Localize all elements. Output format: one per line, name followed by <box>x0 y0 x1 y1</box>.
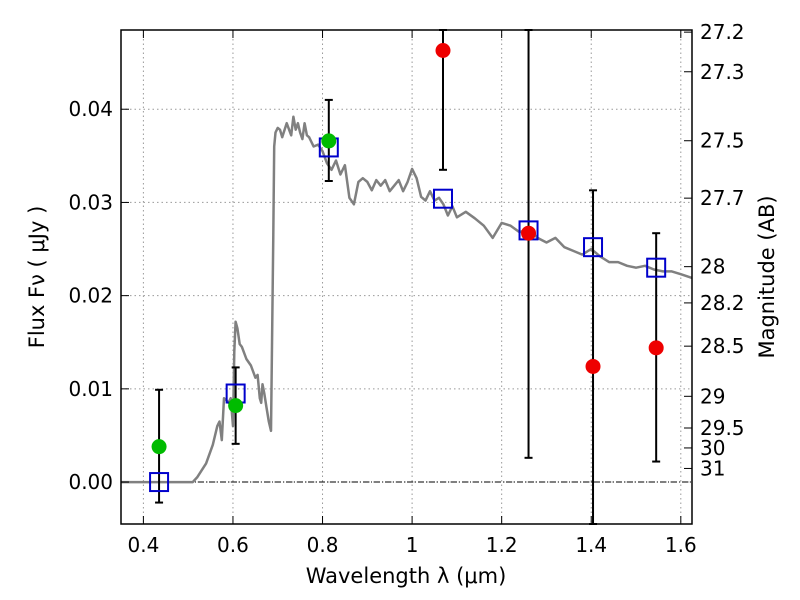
y-tick-label-1: 0.01 <box>68 377 113 401</box>
x-tick-label-1: 0.6 <box>217 533 249 557</box>
x-tick-label-2: 0.8 <box>307 533 339 557</box>
x-tick-label-6: 1.6 <box>665 533 697 557</box>
x-tick-label-5: 1.4 <box>575 533 607 557</box>
right-tick-label-3: 27.7 <box>700 186 745 210</box>
x-tick-label-0: 0.4 <box>127 533 159 557</box>
observed_green-point-0 <box>151 439 167 455</box>
model-spectrum-layer <box>121 115 693 484</box>
x-axis-ticks: 0.4 0.6 0.8 1 1.2 1.4 1.6 <box>127 30 697 557</box>
observed_green-point-1 <box>228 398 244 414</box>
right-tick-label-8: 29.5 <box>700 416 745 440</box>
right-tick-label-0: 27.2 <box>700 20 745 44</box>
right-tick-label-9: 30 <box>700 436 725 460</box>
errorbar-layer <box>155 29 661 525</box>
right-tick-label-1: 27.3 <box>700 60 745 84</box>
model-spectrum-line <box>121 115 693 484</box>
x-tick-label-3: 1 <box>406 533 419 557</box>
model-photometry-square-0 <box>149 472 170 493</box>
observed_red-point-3 <box>648 340 664 356</box>
y-axis-ticks: 0.00 0.01 0.02 0.03 0.04 <box>68 97 129 494</box>
grid-lines <box>121 30 692 524</box>
right-tick-label-4: 28 <box>700 255 725 279</box>
model-photometry-square-5 <box>583 237 604 258</box>
observed_red-point-1 <box>521 225 537 241</box>
plot-frame <box>120 29 693 525</box>
y-tick-label-3: 0.03 <box>68 190 113 214</box>
observed_green-point-2 <box>321 133 337 149</box>
right-axis-label: Magnitude (AB) <box>755 195 779 358</box>
right-tick-label-6: 28.5 <box>700 334 745 358</box>
y-tick-label-0: 0.00 <box>68 470 113 494</box>
right-tick-label-5: 28.2 <box>700 291 745 315</box>
right-tick-label-2: 27.5 <box>700 129 745 153</box>
y-axis-label: Flux Fν ( μJy ) <box>25 206 49 349</box>
model-photometry-square-3 <box>432 188 453 209</box>
observed_red-point-2 <box>585 358 601 374</box>
x-axis-label: Wavelength λ (μm) <box>306 564 507 588</box>
observed-points-layer <box>151 43 664 455</box>
model-photometry-layer <box>149 137 667 493</box>
x-tick-label-4: 1.2 <box>486 533 518 557</box>
observed_red-point-0 <box>435 43 451 59</box>
right-tick-label-10: 31 <box>700 456 725 480</box>
model-photometry-square-6 <box>646 257 667 278</box>
y-tick-label-4: 0.04 <box>68 97 113 121</box>
y-tick-label-2: 0.02 <box>68 284 113 308</box>
right-tick-label-7: 29 <box>700 384 725 408</box>
